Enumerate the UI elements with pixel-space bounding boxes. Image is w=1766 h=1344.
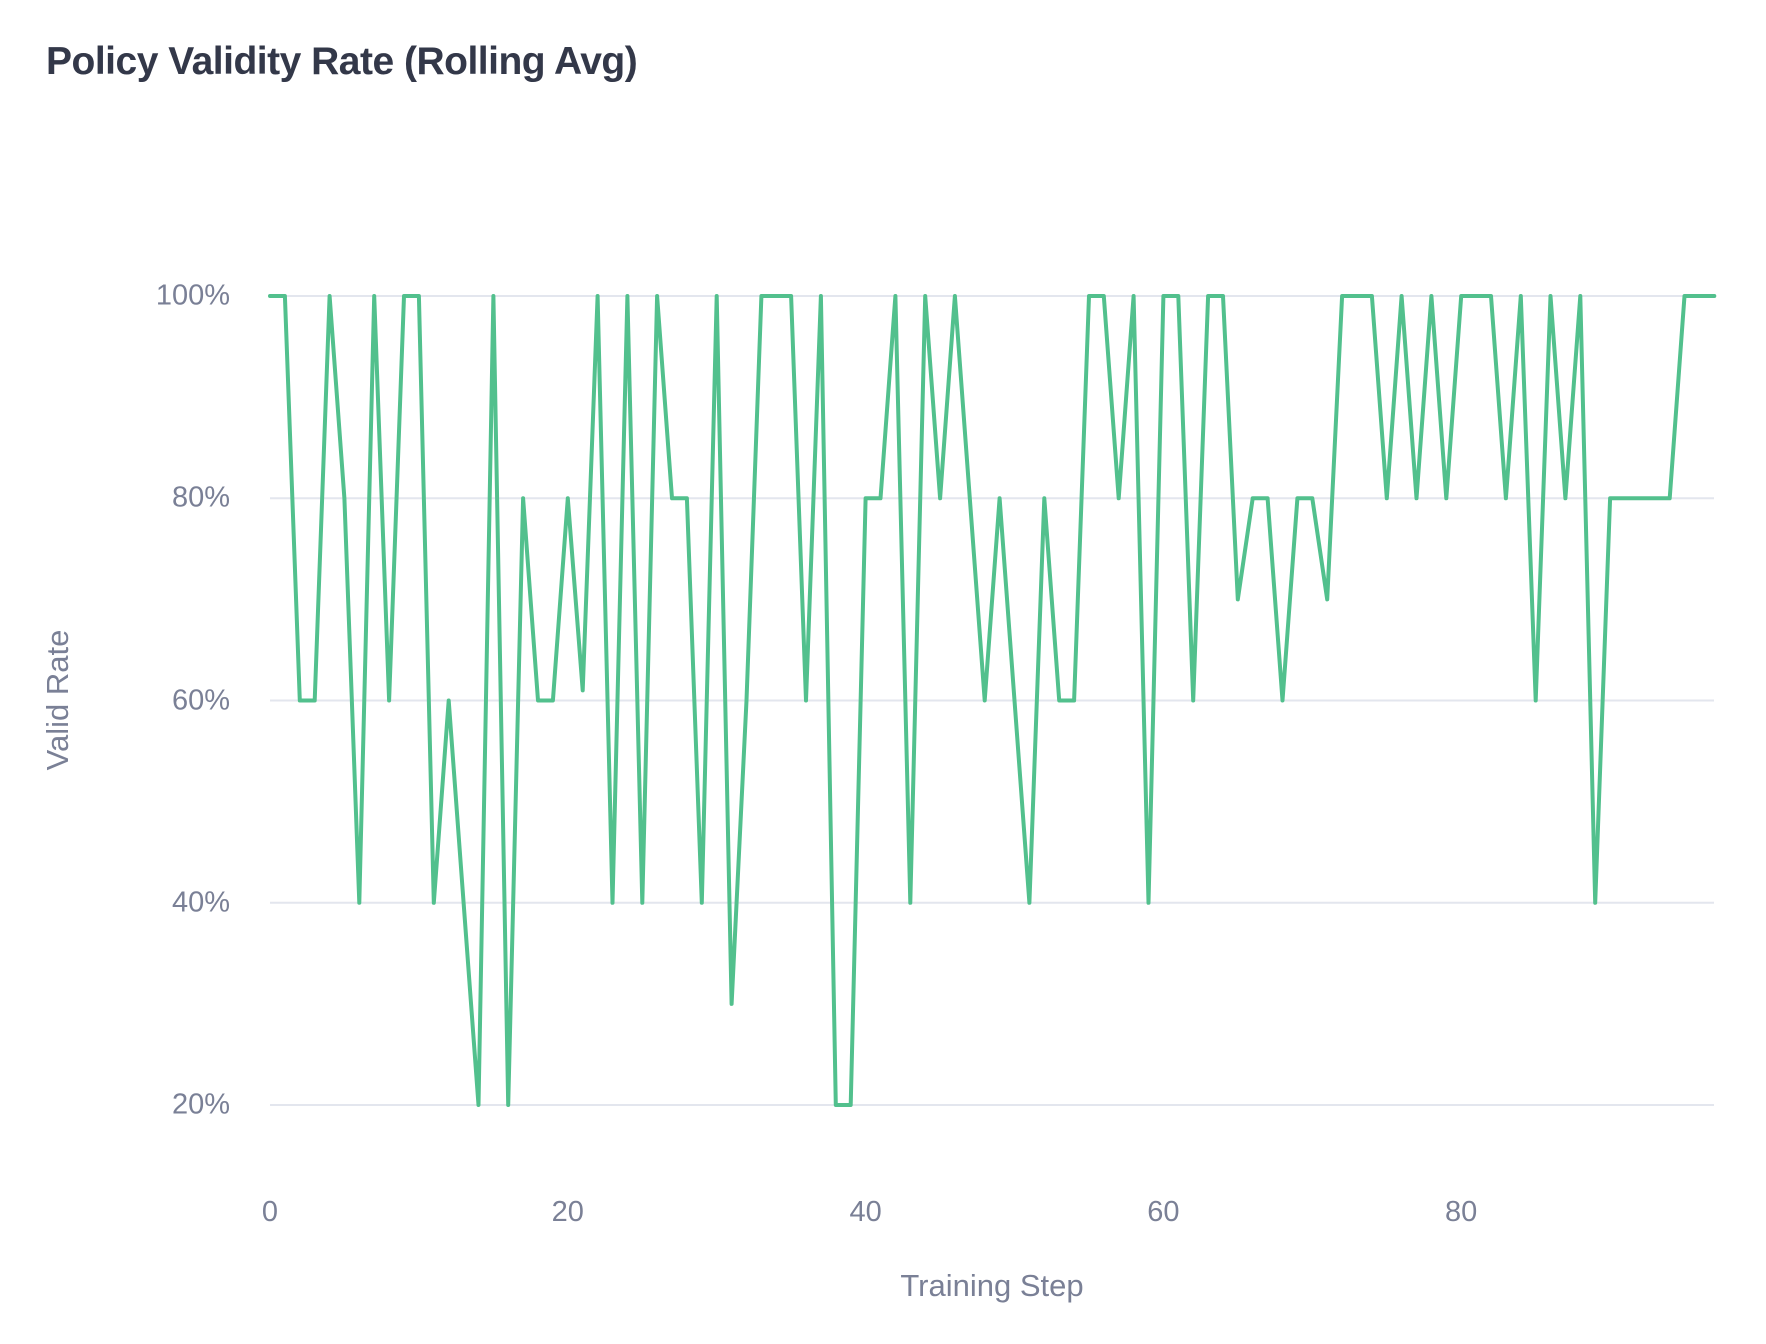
x-axis-title: Training Step bbox=[900, 1268, 1084, 1303]
y-tick-label-100%: 100% bbox=[155, 279, 230, 312]
y-tick-label-80%: 80% bbox=[171, 481, 230, 514]
y-tick-label-60%: 60% bbox=[171, 684, 230, 716]
y-tick-label-40%: 40% bbox=[171, 886, 230, 919]
y-axis-title: Valid Rate bbox=[40, 629, 75, 771]
x-tick-label-40: 40 bbox=[849, 1196, 882, 1228]
chart-title: Policy Validity Rate (Rolling Avg) bbox=[46, 40, 638, 83]
x-tick-label-80: 80 bbox=[1445, 1196, 1478, 1228]
x-tick-label-60: 60 bbox=[1147, 1196, 1180, 1228]
x-tick-label-20: 20 bbox=[551, 1196, 584, 1228]
validity-rate-line bbox=[268, 294, 1717, 1107]
y-tick-label-20%: 20% bbox=[171, 1088, 230, 1121]
x-tick-label-0: 0 bbox=[261, 1196, 279, 1228]
